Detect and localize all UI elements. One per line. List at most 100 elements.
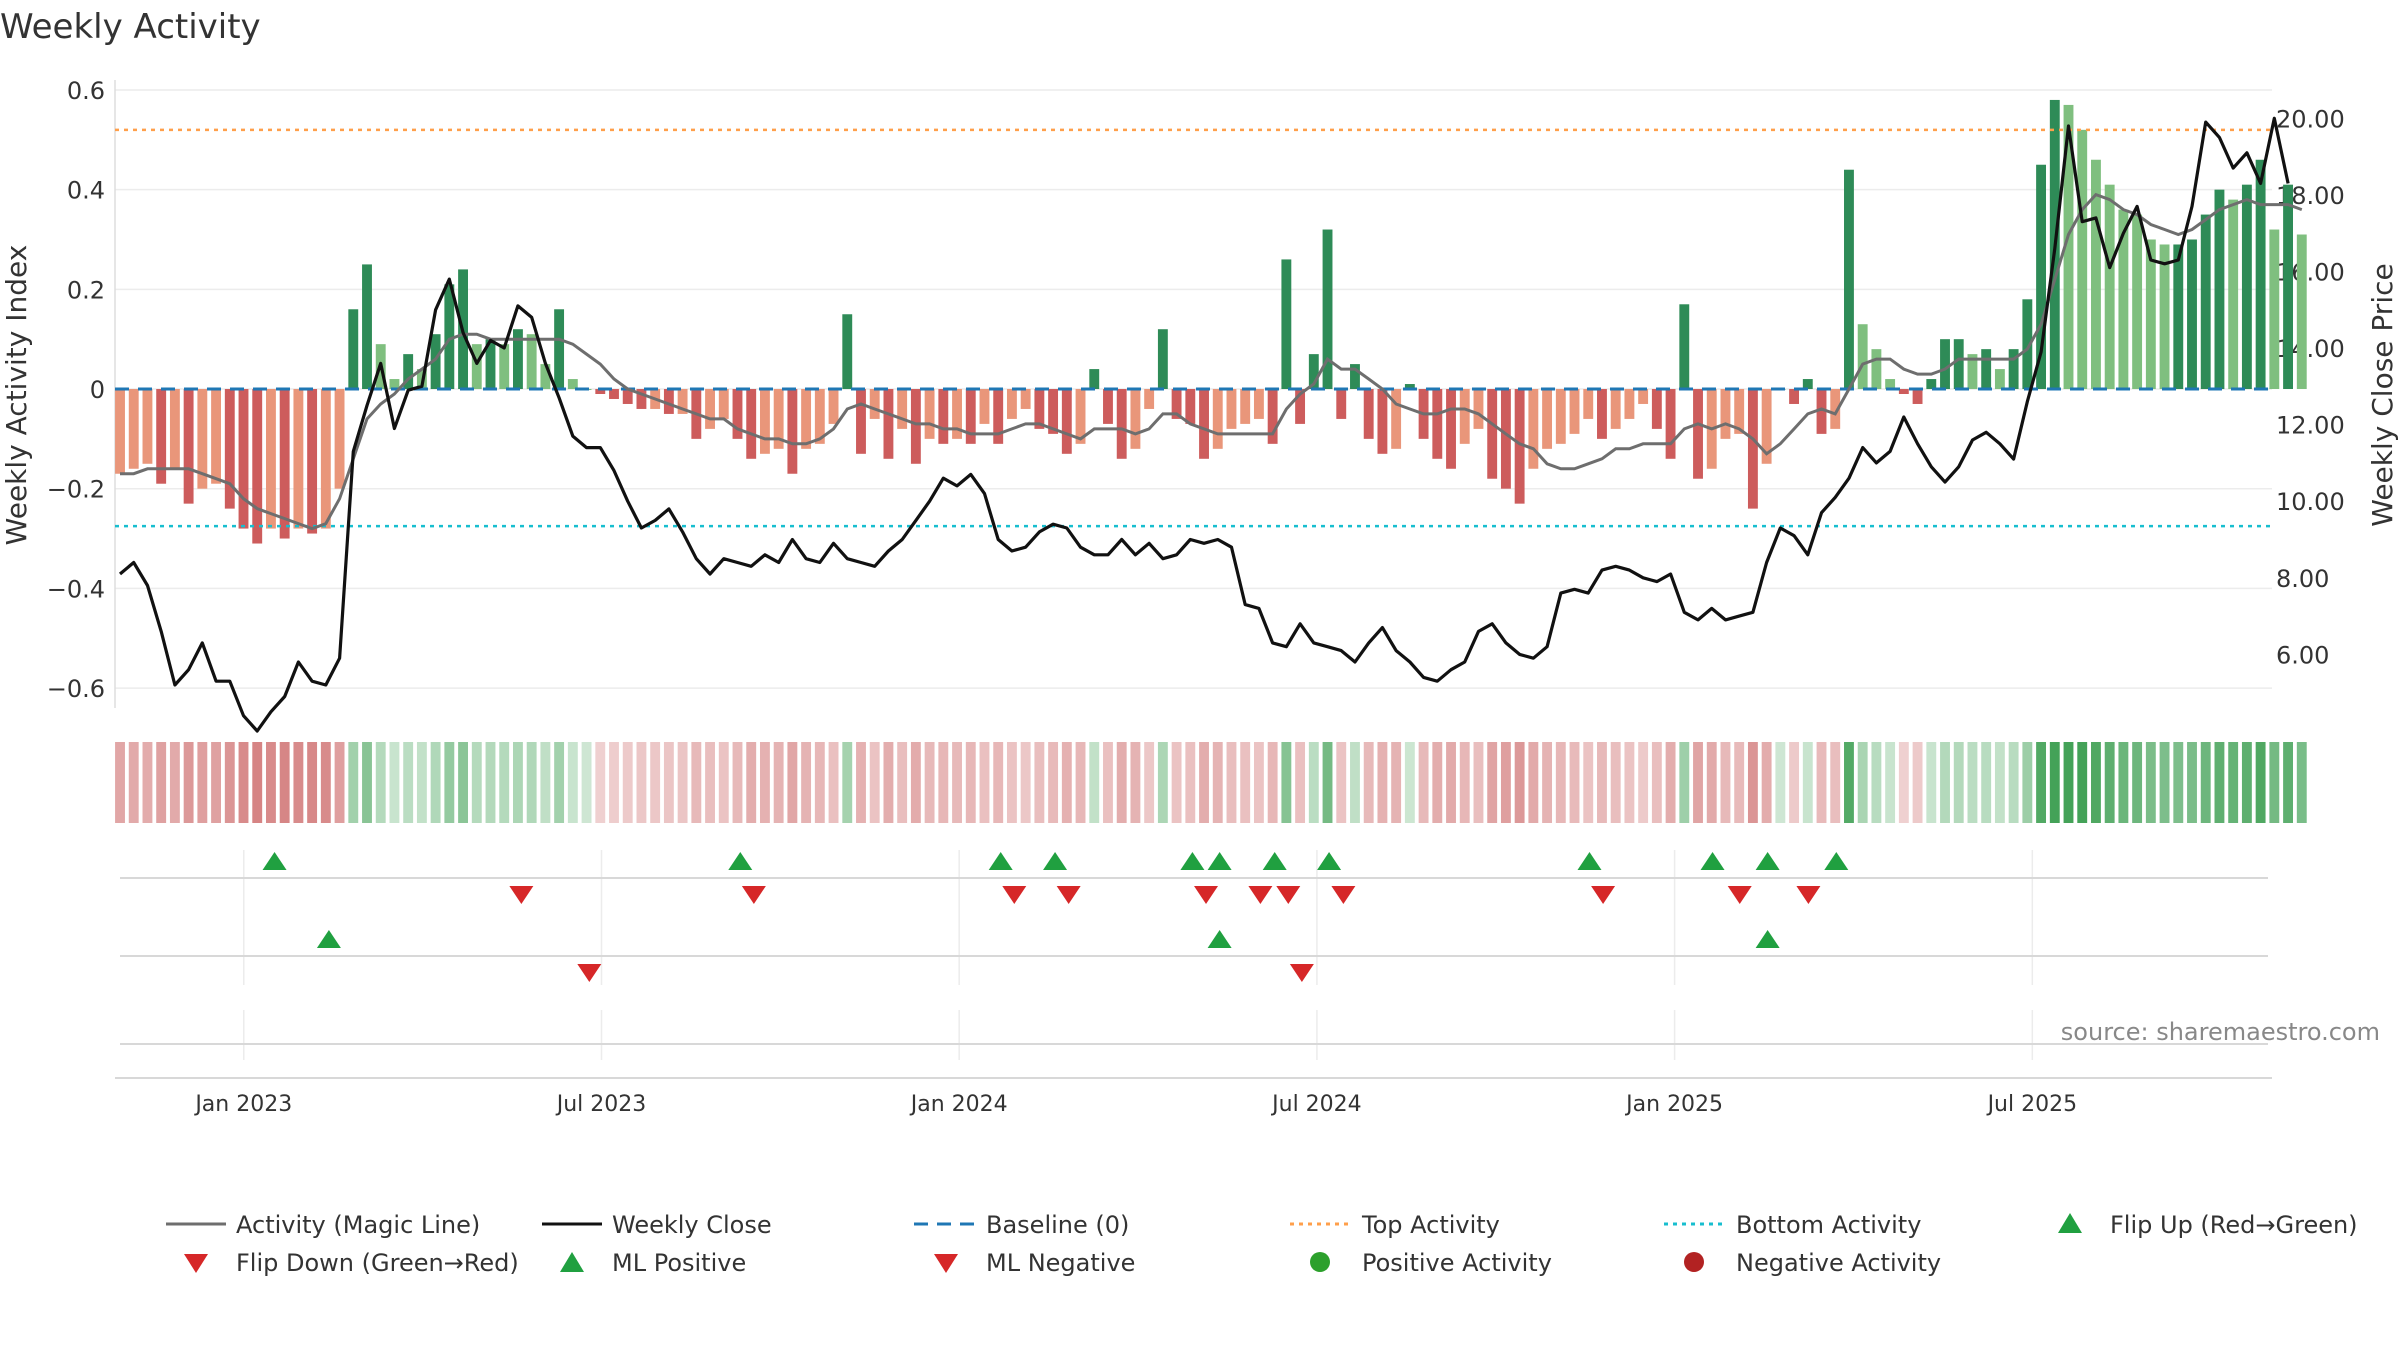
activity-bar [115,389,125,474]
activity-bar [1720,389,1731,439]
activity-bar [787,389,798,474]
activity-bar [1844,169,1854,390]
y-tick-label: −0.2 [47,476,105,504]
heat-strip-cell [554,742,565,823]
heat-strip-cell [1624,742,1635,823]
activity-heat-strip [115,742,2307,823]
heat-strip-cell [1871,742,1882,823]
flip-down-marker [509,886,534,904]
heat-strip-cell [965,742,976,823]
heat-strip-cell [828,742,839,823]
activity-bar [485,339,496,390]
heat-strip-cell [183,742,194,823]
y2-tick-label: 6.00 [2276,641,2329,669]
heat-strip-cell [952,742,962,823]
activity-bar [1130,389,1141,449]
heat-strip-cell [883,742,894,823]
heat-strip-cell [1706,742,1717,823]
heat-strip-cell [650,742,661,823]
heat-strip-cell [1432,742,1443,823]
heat-strip-cell [1020,742,1031,823]
activity-bar [1569,389,1580,434]
activity-bar [1926,379,1937,390]
heat-strip-cell [1363,742,1374,823]
activity-bar [1542,389,1553,449]
legend-swatch-flip-up [2058,1213,2082,1233]
activity-bar [1322,229,1333,390]
heat-strip-cell [1144,742,1155,823]
activity-bar [362,264,372,390]
activity-bar [1308,354,1319,390]
heat-strip-cell [759,742,770,823]
heat-strip-cell [1747,742,1758,823]
heat-strip-cell [1912,742,1923,823]
heat-strip-cell [348,742,359,823]
heat-strip-cell [279,742,290,823]
heat-strip-cell [224,742,235,823]
heat-strip-cell [1199,742,1209,823]
heat-strip-cell [458,742,468,823]
legend-label-flip-down: Flip Down (Green→Red) [236,1249,519,1277]
heat-strip-cell [1555,742,1566,823]
flip-up-marker [1755,852,1780,870]
heat-strip-cell [1898,742,1909,823]
flip-down-marker [741,886,766,904]
activity-bars [115,99,2307,544]
heat-strip-cell [663,742,674,823]
heat-strip-cell [1157,742,1168,823]
x-tick-label: Jan 2023 [193,1092,292,1117]
activity-bar [334,389,345,489]
heat-strip-cell [609,742,619,823]
activity-bar [2187,239,2197,390]
magic-line [120,192,2303,531]
heat-strip-cell [2118,742,2129,823]
heat-strip-cell [1693,742,1703,823]
legend-label-bottom-activity: Bottom Activity [1736,1211,1921,1239]
source-note: source: sharemaestro.com [2061,1018,2380,1046]
activity-bar [471,344,482,390]
activity-bar [938,389,949,444]
y2-tick-label: 8.00 [2276,565,2329,593]
heat-strip-cell [2022,742,2033,823]
activity-bar [142,389,153,464]
heat-strip-cell [842,742,853,823]
heat-strip-cell [1226,742,1237,823]
legend-swatch-ml-positive [560,1252,584,1272]
activity-bar [1857,324,1868,390]
heat-strip-cell [2077,742,2088,823]
legend-label-negative-activity: Negative Activity [1736,1249,1941,1277]
heat-strip-cell [1322,742,1333,823]
heat-strip-cell [636,742,647,823]
heat-strip-cell [1816,742,1827,823]
legend: Activity (Magic Line) Weekly Close Basel… [166,1211,2358,1277]
heat-strip-cell [211,742,222,823]
flip-up-marker [728,852,753,870]
heat-strip-cell [416,742,427,823]
legend-swatch-ml-negative [934,1254,958,1273]
activity-bar [1295,389,1306,424]
activity-bar [897,389,908,429]
activity-bar [307,389,318,534]
heat-strip-cell [2049,742,2060,823]
heat-strip-cell [2214,742,2225,823]
heat-strip-cell [1665,742,1676,823]
heat-strip-cell [499,742,510,823]
heat-strip-cell [1857,742,1868,823]
y2-tick-label: 20.00 [2276,105,2345,133]
heat-strip-cell [595,742,606,823]
heat-strip-cell [732,742,743,823]
heat-strip-cell [773,742,784,823]
activity-bar [1006,389,1017,419]
flip-up-marker [1700,852,1725,870]
flip-up-marker [1317,852,1342,870]
heat-strip-cell [444,742,455,823]
activity-bar [622,389,633,404]
activity-bar [2173,244,2184,390]
heat-strip-cell [471,742,482,823]
heat-strip-cell [1638,742,1649,823]
activity-bar [526,334,537,390]
heat-strip-cell [252,742,263,823]
activity-bar [1898,389,1909,394]
activity-bar [1089,369,1100,390]
heat-strip-cell [197,742,208,823]
